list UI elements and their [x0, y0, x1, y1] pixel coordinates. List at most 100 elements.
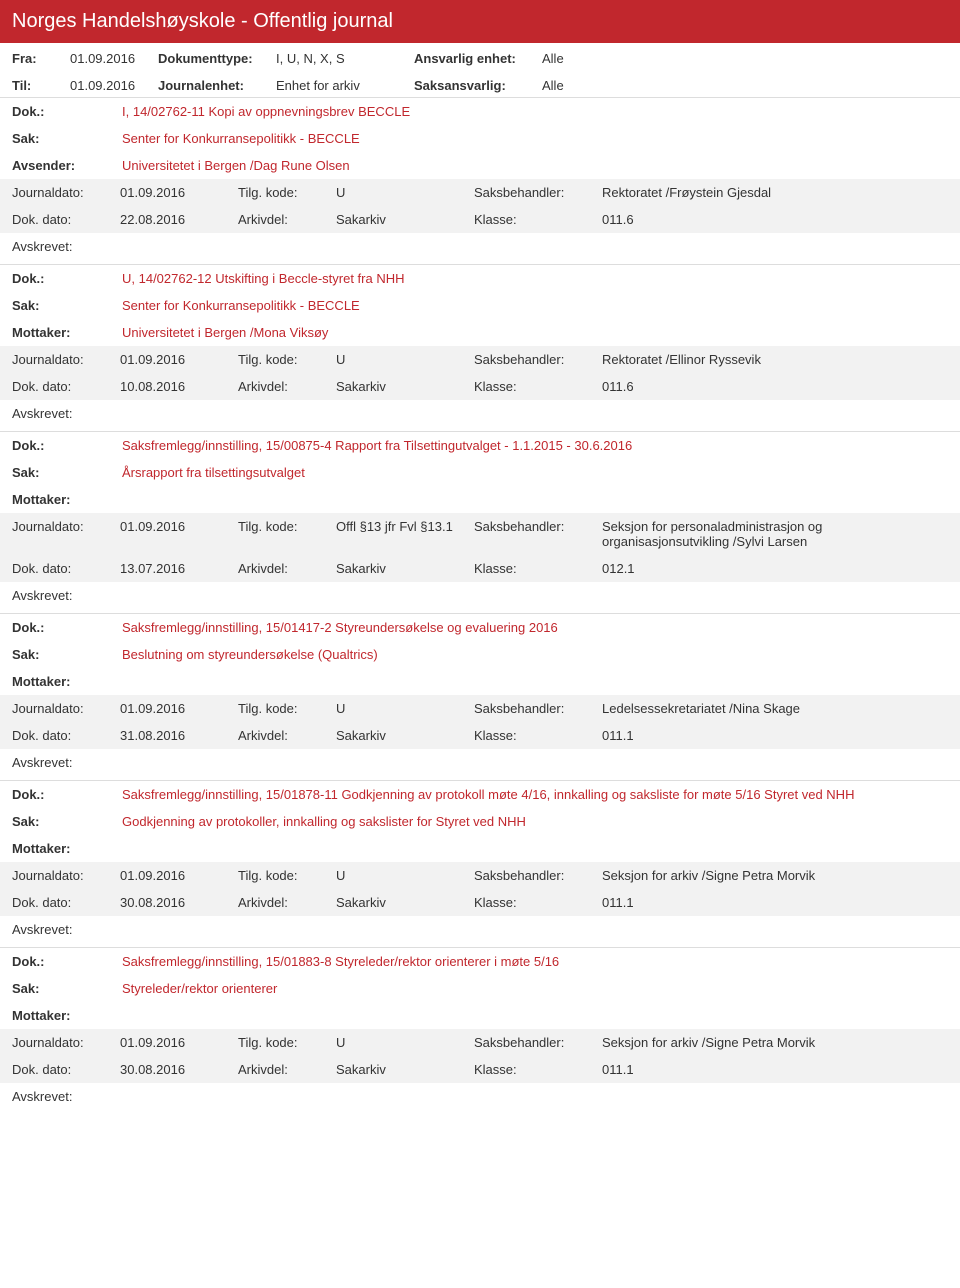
ansvarlig-label: Ansvarlig enhet: [414, 51, 534, 66]
journaldato-label: Journaldato: [12, 519, 112, 549]
journaldato-value: 01.09.2016 [120, 352, 230, 367]
dokdato-label: Dok. dato: [12, 379, 112, 394]
dok-label: Dok.: [12, 954, 122, 969]
dok-label: Dok.: [12, 787, 122, 802]
sak-value: Godkjenning av protokoller, innkalling o… [122, 814, 948, 829]
dok-value: Saksfremlegg/innstilling, 15/00875-4 Rap… [122, 438, 948, 453]
klasse-label: Klasse: [474, 561, 594, 576]
tilgkode-label: Tilg. kode: [238, 1035, 328, 1050]
tilgkode-label: Tilg. kode: [238, 352, 328, 367]
saksbehandler-value: Seksjon for arkiv /Signe Petra Morvik [602, 868, 948, 883]
arkivdel-label: Arkivdel: [238, 212, 328, 227]
arkivdel-label: Arkivdel: [238, 895, 328, 910]
party-value: Universitetet i Bergen /Dag Rune Olsen [122, 158, 948, 173]
dok-value: Saksfremlegg/innstilling, 15/01883-8 Sty… [122, 954, 948, 969]
journal-entry: Dok.:Saksfremlegg/innstilling, 15/01883-… [0, 947, 960, 1114]
arkivdel-label: Arkivdel: [238, 728, 328, 743]
dokdato-label: Dok. dato: [12, 212, 112, 227]
sak-label: Sak: [12, 465, 122, 480]
journaldato-value: 01.09.2016 [120, 1035, 230, 1050]
filter-row-1: Fra: 01.09.2016 Dokumenttype: I, U, N, X… [0, 43, 960, 70]
dokdato-value: 30.08.2016 [120, 1062, 230, 1077]
saksbehandler-value: Rektoratet /Frøystein Gjesdal [602, 185, 948, 200]
sak-label: Sak: [12, 981, 122, 996]
party-label: Avsender: [12, 158, 122, 173]
journaldato-value: 01.09.2016 [120, 185, 230, 200]
klasse-value: 011.1 [602, 895, 948, 910]
avskrevet-label: Avskrevet: [12, 922, 72, 937]
tilgkode-value: U [336, 868, 466, 883]
avskrevet-label: Avskrevet: [12, 1089, 72, 1104]
tilgkode-value: U [336, 185, 466, 200]
avskrevet-label: Avskrevet: [12, 588, 72, 603]
saksbehandler-label: Saksbehandler: [474, 868, 594, 883]
saksbehandler-value: Seksjon for personaladministrasjon og or… [602, 519, 948, 549]
dokdato-label: Dok. dato: [12, 728, 112, 743]
klasse-label: Klasse: [474, 212, 594, 227]
arkivdel-label: Arkivdel: [238, 1062, 328, 1077]
fra-value: 01.09.2016 [70, 51, 150, 66]
filter-row-2: Til: 01.09.2016 Journalenhet: Enhet for … [0, 70, 960, 97]
saksbehandler-value: Ledelsessekretariatet /Nina Skage [602, 701, 948, 716]
arkivdel-value: Sakarkiv [336, 728, 466, 743]
party-label: Mottaker: [12, 492, 122, 507]
sak-value: Beslutning om styreundersøkelse (Qualtri… [122, 647, 948, 662]
saksbehandler-label: Saksbehandler: [474, 519, 594, 549]
arkivdel-label: Arkivdel: [238, 379, 328, 394]
klasse-label: Klasse: [474, 379, 594, 394]
saksansvarlig-label: Saksansvarlig: [414, 78, 534, 93]
dokumenttype-value: I, U, N, X, S [276, 51, 406, 66]
arkivdel-label: Arkivdel: [238, 561, 328, 576]
tilgkode-value: Offl §13 jfr Fvl §13.1 [336, 519, 466, 549]
journaldato-value: 01.09.2016 [120, 701, 230, 716]
journal-entry: Dok.:Saksfremlegg/innstilling, 15/01878-… [0, 780, 960, 947]
tilgkode-value: U [336, 701, 466, 716]
til-label: Til: [12, 78, 62, 93]
klasse-value: 011.6 [602, 379, 948, 394]
party-label: Mottaker: [12, 325, 122, 340]
sak-value: Årsrapport fra tilsettingsutvalget [122, 465, 948, 480]
arkivdel-value: Sakarkiv [336, 561, 466, 576]
journaldato-label: Journaldato: [12, 1035, 112, 1050]
journaldato-label: Journaldato: [12, 352, 112, 367]
sak-label: Sak: [12, 647, 122, 662]
sak-value: Senter for Konkurransepolitikk - BECCLE [122, 298, 948, 313]
avskrevet-label: Avskrevet: [12, 406, 72, 421]
tilgkode-label: Tilg. kode: [238, 868, 328, 883]
til-value: 01.09.2016 [70, 78, 150, 93]
sak-label: Sak: [12, 814, 122, 829]
saksbehandler-label: Saksbehandler: [474, 185, 594, 200]
saksbehandler-value: Rektoratet /Ellinor Ryssevik [602, 352, 948, 367]
sak-value: Styreleder/rektor orienterer [122, 981, 948, 996]
saksbehandler-label: Saksbehandler: [474, 352, 594, 367]
party-label: Mottaker: [12, 841, 122, 856]
dok-value: U, 14/02762-12 Utskifting i Beccle-styre… [122, 271, 948, 286]
arkivdel-value: Sakarkiv [336, 212, 466, 227]
saksbehandler-label: Saksbehandler: [474, 701, 594, 716]
dok-value: Saksfremlegg/innstilling, 15/01417-2 Sty… [122, 620, 948, 635]
tilgkode-label: Tilg. kode: [238, 519, 328, 549]
dokdato-value: 30.08.2016 [120, 895, 230, 910]
tilgkode-label: Tilg. kode: [238, 701, 328, 716]
party-label: Mottaker: [12, 1008, 122, 1023]
dok-label: Dok.: [12, 620, 122, 635]
dok-value: Saksfremlegg/innstilling, 15/01878-11 Go… [122, 787, 948, 802]
dok-label: Dok.: [12, 271, 122, 286]
sak-value: Senter for Konkurransepolitikk - BECCLE [122, 131, 948, 146]
journalenhet-value: Enhet for arkiv [276, 78, 406, 93]
dokdato-label: Dok. dato: [12, 561, 112, 576]
dokdato-label: Dok. dato: [12, 895, 112, 910]
saksansvarlig-value: Alle [542, 78, 602, 93]
dok-value: I, 14/02762-11 Kopi av oppnevningsbrev B… [122, 104, 948, 119]
avskrevet-label: Avskrevet: [12, 755, 72, 770]
sak-label: Sak: [12, 298, 122, 313]
dokumenttype-label: Dokumenttype: [158, 51, 268, 66]
klasse-value: 012.1 [602, 561, 948, 576]
dok-label: Dok.: [12, 104, 122, 119]
dokdato-label: Dok. dato: [12, 1062, 112, 1077]
dokdato-value: 10.08.2016 [120, 379, 230, 394]
klasse-label: Klasse: [474, 1062, 594, 1077]
arkivdel-value: Sakarkiv [336, 379, 466, 394]
journal-entry: Dok.:Saksfremlegg/innstilling, 15/00875-… [0, 431, 960, 613]
journaldato-label: Journaldato: [12, 868, 112, 883]
